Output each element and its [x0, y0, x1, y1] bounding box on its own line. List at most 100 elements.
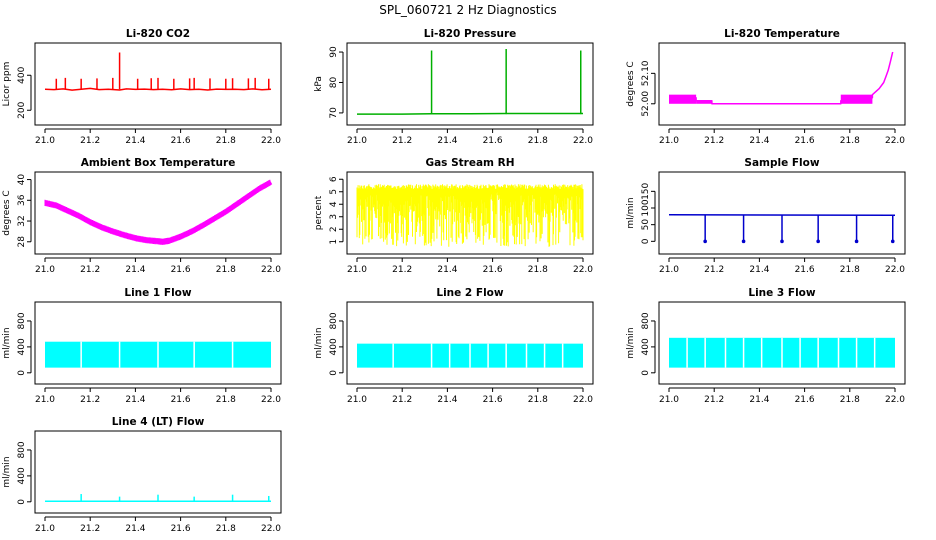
x-tick-label: 21.2	[392, 136, 412, 146]
panel-9: Line 4 (LT) Flow 21.0 21.2 21.4 21.6 21.8 22.0…	[2, 416, 282, 534]
plot-area-0	[44, 52, 272, 91]
y-tick-label: 800	[17, 441, 27, 458]
y-tick-label: 80	[329, 76, 339, 88]
x-tick-label: 21.0	[347, 136, 367, 146]
y-axis-label: ml/min	[2, 456, 12, 487]
x-tick-label: 21.6	[171, 136, 191, 146]
y-tick-label: 90	[329, 46, 339, 58]
x-tick-label: 21.6	[483, 136, 503, 146]
y-tick-label: 70	[329, 107, 339, 119]
x-tick-label: 21.8	[528, 265, 548, 275]
y-tick-label: 32	[17, 215, 27, 226]
x-tick-label: 21.4	[125, 524, 145, 534]
y-tick-label: 50	[641, 219, 651, 231]
y-tick-label: 200	[17, 101, 27, 118]
y-tick-label: 6	[329, 176, 339, 182]
y-tick-label: 1	[329, 239, 339, 245]
series-line	[669, 51, 894, 105]
panel-title: Sample Flow	[744, 157, 819, 169]
plot-area-1	[357, 49, 583, 115]
y-tick-label: 36	[17, 194, 27, 206]
y-axis-label: percent	[314, 195, 324, 230]
panel-title: Li-820 Temperature	[724, 28, 840, 40]
series-line	[357, 112, 583, 115]
series-line	[44, 179, 273, 245]
x-tick-label: 21.0	[347, 265, 367, 275]
x-tick-label: 21.8	[216, 265, 236, 275]
x-tick-label: 21.4	[749, 265, 769, 275]
y-axis-label: degrees C	[2, 190, 12, 235]
panel-title: Line 1 Flow	[124, 287, 191, 299]
y-tick-label: 3	[329, 214, 339, 220]
dip-point	[703, 239, 707, 244]
panel-7: Line 2 Flow 21.0 21.2 21.4 21.6 21.8 22.0 0 400 8…	[314, 287, 594, 405]
x-tick-label: 21.6	[795, 395, 815, 405]
x-tick-label: 21.2	[80, 136, 100, 146]
x-tick-label: 21.2	[392, 265, 412, 275]
dip-point	[780, 239, 784, 244]
y-tick-label: 52.10	[641, 60, 651, 86]
x-tick-label: 21.0	[659, 395, 679, 405]
panel-3: Ambient Box Temperature 21.0 21.2 21.4 21.6 2…	[2, 157, 282, 275]
panel-4: Gas Stream RH 21.0 21.2 21.4 21.6 21.8 22.0 1 2 3…	[314, 157, 594, 275]
x-tick-label: 21.0	[659, 136, 679, 146]
panels: Li-820 CO2 21.0 21.2 21.4 21.6 21.8 22.0 200 400…	[2, 28, 906, 534]
x-tick-label: 21.8	[840, 136, 860, 146]
x-tick-label: 21.0	[659, 265, 679, 275]
x-tick-label: 21.4	[125, 395, 145, 405]
panel-8: Line 3 Flow 21.0 21.2 21.4 21.6 21.8 22.0 0 400 8…	[626, 287, 906, 405]
panel-title: Line 3 Flow	[748, 287, 815, 299]
x-tick-label: 22.0	[261, 395, 281, 405]
x-tick-label: 22.0	[261, 136, 281, 146]
plot-area-5	[668, 213, 896, 244]
x-tick-label: 21.4	[125, 265, 145, 275]
plot-frame	[658, 171, 906, 255]
y-tick-label: 0	[641, 238, 651, 244]
y-tick-label: 400	[641, 338, 651, 355]
x-tick-label: 21.2	[704, 265, 724, 275]
series-noise	[44, 179, 271, 245]
y-tick-label: 800	[17, 312, 27, 329]
y-axis-label: ml/min	[626, 197, 636, 228]
plot-area-7	[357, 343, 583, 368]
x-tick-label: 21.6	[483, 265, 503, 275]
y-tick-label: 400	[17, 66, 27, 83]
panel-title: Li-820 CO2	[126, 28, 190, 40]
y-tick-label: 28	[17, 236, 27, 248]
temp-band	[669, 94, 697, 104]
plot-frame	[34, 430, 282, 514]
x-tick-label: 21.8	[216, 136, 236, 146]
y-tick-label: 0	[329, 370, 339, 376]
x-tick-label: 22.0	[261, 265, 281, 275]
plot-frame	[34, 42, 282, 126]
x-tick-label: 21.2	[80, 265, 100, 275]
plot-area-4	[356, 184, 584, 247]
x-tick-label: 21.8	[528, 136, 548, 146]
x-tick-label: 21.8	[216, 524, 236, 534]
plot-frame	[346, 42, 594, 126]
plot-area-6	[45, 341, 271, 368]
x-tick-label: 21.2	[80, 524, 100, 534]
panel-6: Line 1 Flow 21.0 21.2 21.4 21.6 21.8 22.0 0 400 8…	[2, 287, 282, 405]
x-tick-label: 22.0	[885, 265, 905, 275]
y-tick-label: 400	[329, 338, 339, 355]
dip-point	[890, 239, 895, 244]
y-tick-label: 400	[17, 338, 27, 355]
panel-title: Ambient Box Temperature	[81, 157, 236, 169]
x-tick-label: 21.4	[437, 265, 457, 275]
figure-title: SPL_060721 2 Hz Diagnostics	[379, 3, 556, 17]
y-axis-label: kPa	[314, 76, 324, 92]
x-tick-label: 21.0	[35, 136, 55, 146]
dip-point	[816, 239, 820, 244]
panel-0: Li-820 CO2 21.0 21.2 21.4 21.6 21.8 22.0 200 400…	[2, 28, 282, 146]
plot-frame	[658, 301, 906, 385]
x-tick-label: 22.0	[573, 265, 593, 275]
plot-frame	[658, 42, 906, 126]
y-tick-label: 400	[17, 467, 27, 484]
x-tick-label: 21.2	[80, 395, 100, 405]
y-axis-label: Licor ppm	[2, 62, 12, 107]
y-axis-label: ml/min	[2, 327, 12, 358]
x-tick-label: 21.8	[840, 265, 860, 275]
x-tick-label: 21.6	[171, 265, 191, 275]
